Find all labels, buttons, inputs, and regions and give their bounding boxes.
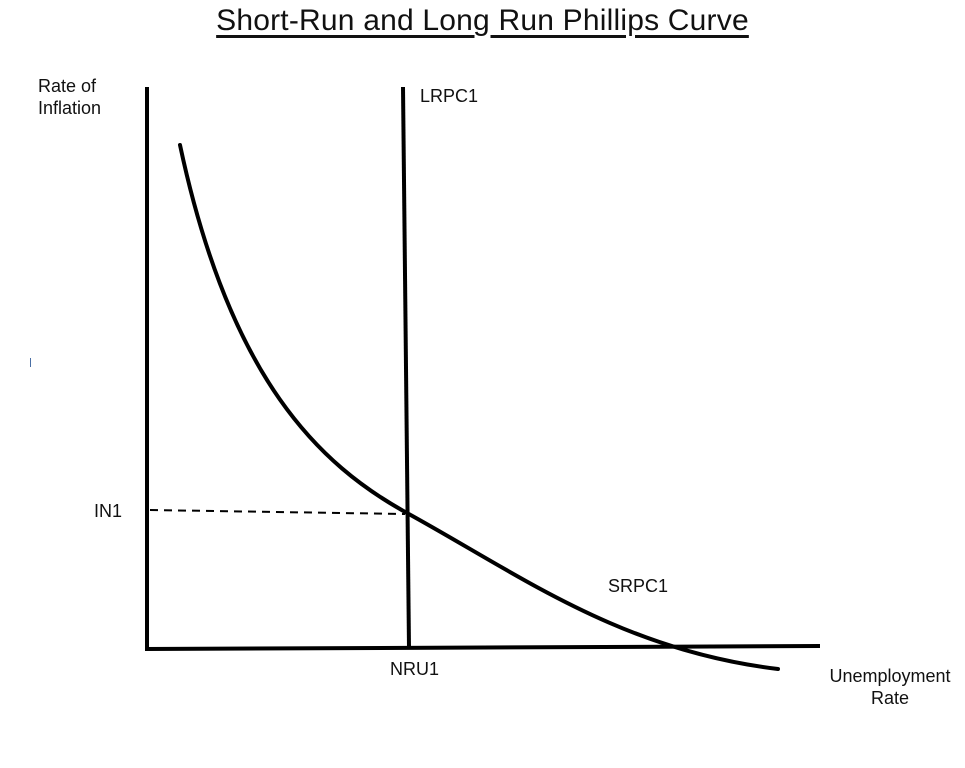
diagram-title: Short-Run and Long Run Phillips Curve <box>216 4 749 37</box>
edge-tick-mark <box>30 358 31 367</box>
srpc1-label: SRPC1 <box>608 576 669 596</box>
in1-dashed-guide <box>149 509 406 515</box>
lrpc-line <box>401 86 411 649</box>
y-axis-label-text: Rate of Inflation <box>38 76 102 118</box>
srpc-curve <box>178 143 780 671</box>
x-axis-label-text: Unemployment Rate <box>829 666 951 708</box>
x-axis-line <box>144 644 821 651</box>
lrpc1-label: LRPC1 <box>420 86 479 106</box>
nru1-label: NRU1 <box>390 659 440 679</box>
x-axis-label: Unemployment Rate <box>820 665 960 709</box>
y-axis-label: Rate of Inflation <box>38 75 118 119</box>
in1-label: IN1 <box>94 501 123 521</box>
